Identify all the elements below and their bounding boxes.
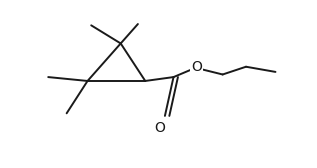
Text: O: O bbox=[155, 121, 165, 135]
Text: O: O bbox=[191, 60, 202, 74]
